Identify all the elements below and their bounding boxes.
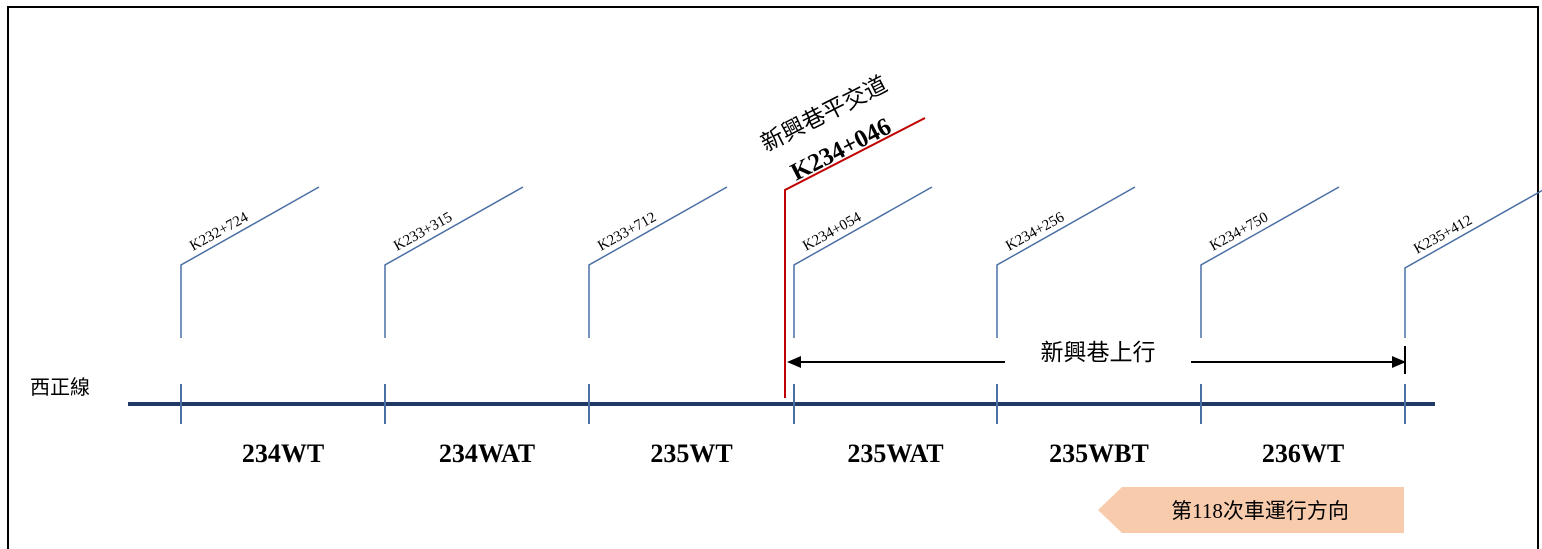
marker-leader-line	[180, 186, 320, 338]
circuit-label: 235WT	[650, 439, 732, 468]
circuit-label: 235WBT	[1049, 439, 1149, 468]
marker-km-label: K234+256	[1003, 209, 1067, 254]
diagram-frame	[7, 6, 1539, 549]
crossing-leader-line	[784, 117, 926, 398]
marker-km-label: K235+412	[1411, 212, 1475, 257]
marker-leader-line	[1404, 189, 1542, 338]
marker-leader-line	[588, 186, 728, 338]
marker-leader-line	[1200, 186, 1340, 338]
marker-km-label: K233+712	[595, 209, 659, 254]
track-name-label: 西正線	[30, 376, 90, 399]
marker-km-label: K234+750	[1207, 209, 1271, 254]
span-label: 新興巷上行	[1041, 340, 1156, 365]
direction-label: 第118次車運行方向	[1171, 499, 1349, 523]
marker-km-label: K234+054	[800, 209, 864, 254]
marker-group: K232+724	[180, 186, 320, 424]
marker-leader-line	[793, 186, 933, 338]
marker-group: K234+750	[1200, 186, 1340, 424]
marker-leader-line	[384, 186, 524, 338]
marker-group: K234+054	[793, 186, 933, 424]
marker-group: K233+315	[384, 186, 524, 424]
marker-group: K233+712	[588, 186, 728, 424]
span-label-bg	[1005, 330, 1191, 372]
marker-group: K234+256	[996, 186, 1136, 424]
circuit-label: 235WAT	[847, 439, 943, 468]
marker-km-label: K232+724	[187, 209, 251, 254]
marker-km-label: K233+315	[391, 209, 455, 254]
circuit-label: 234WAT	[439, 439, 535, 468]
marker-leader-line	[996, 186, 1136, 338]
circuit-label: 234WT	[242, 439, 324, 468]
direction-arrow	[1098, 487, 1404, 533]
marker-group: K235+412	[1404, 189, 1542, 424]
circuit-label: 236WT	[1262, 439, 1344, 468]
